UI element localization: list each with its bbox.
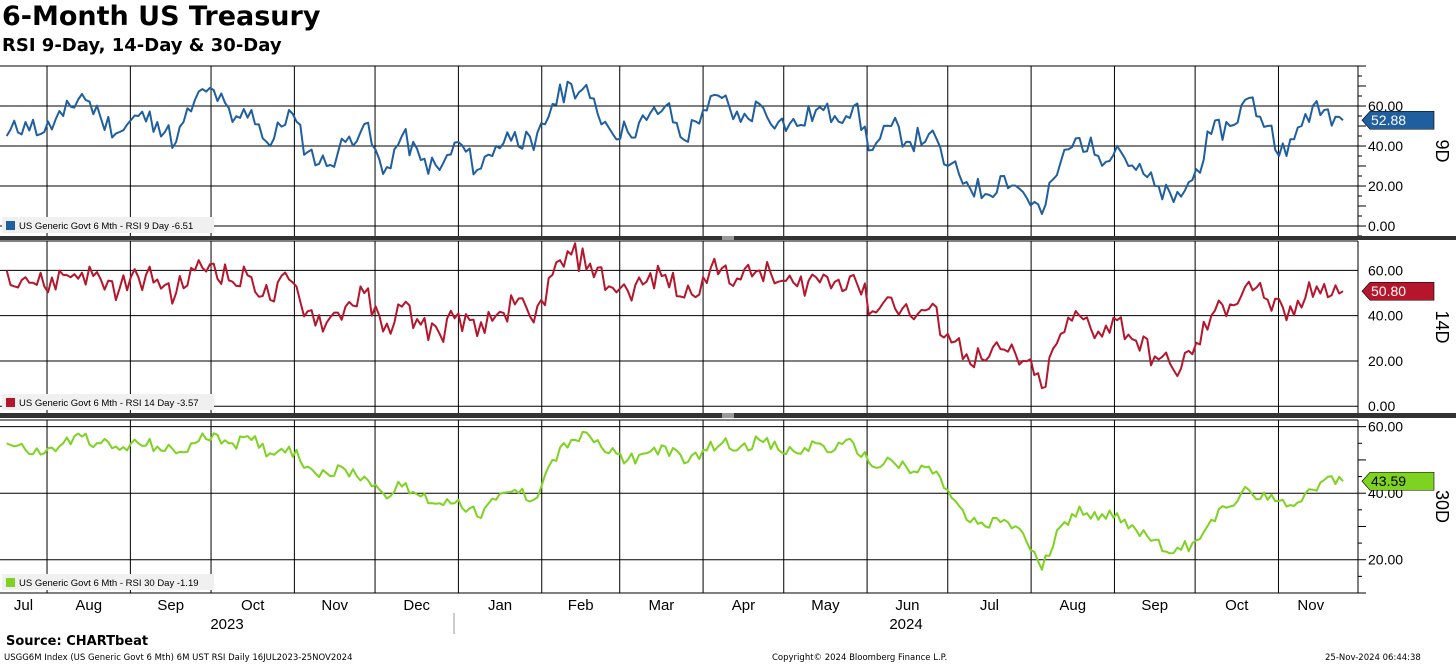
series-line-14D [5,242,1344,390]
legend-swatch [6,578,15,587]
x-month-label: Aug [1059,597,1086,614]
x-month-label: Aug [75,597,102,614]
legend-background [2,217,214,233]
y-tick-label: 0.00 [1368,398,1395,414]
x-year-label: 2023 [210,616,243,633]
y-tick-label: 20.00 [1368,178,1403,194]
legend-background [2,394,214,410]
last-value-tag [1361,471,1435,491]
legend-swatch [6,398,15,407]
series-line-30D [6,430,1344,571]
x-month-label: Jul [14,597,33,614]
x-month-label: Jun [895,597,919,614]
x-month-label: Apr [732,597,755,614]
panel-axis-label: 14D [1432,310,1452,343]
chart-title: 6-Month US Treasury [2,1,321,32]
x-month-label: Sep [1141,597,1168,614]
y-tick-label: 0.00 [1368,218,1395,234]
x-year-label: 2024 [889,616,922,633]
series-line-9D [5,80,1344,215]
footer-timestamp: 25-Nov-2024 06:44:38 [1325,653,1421,663]
y-tick-label: 60.00 [1368,98,1403,114]
last-value-label: 50.80 [1371,283,1406,299]
x-month-label: Jul [980,597,999,614]
y-tick-label: 60.00 [1368,419,1403,435]
x-month-label: Mar [648,597,674,614]
last-value-label: 43.59 [1371,473,1406,489]
x-month-label: May [811,597,840,614]
y-tick-label: 20.00 [1368,353,1403,369]
last-value-tag [1361,110,1435,130]
x-month-label: Sep [157,597,184,614]
y-tick-label: 40.00 [1368,308,1403,324]
panel-axis-label: 30D [1432,490,1452,523]
separator-handle [722,413,734,418]
x-month-label: Jan [488,597,512,614]
last-value-tag [1361,281,1435,301]
legend-label: US Generic Govt 6 Mth - RSI 9 Day -6.51 [19,221,193,232]
separator-handle [722,236,734,240]
footer-copyright: Copyright© 2024 Bloomberg Finance L.P. [772,653,948,663]
x-month-label: Nov [1297,597,1324,614]
y-tick-label: 40.00 [1368,138,1403,154]
panel-axis-label: 9D [1432,139,1452,162]
legend-swatch [6,221,15,230]
legend-label: US Generic Govt 6 Mth - RSI 30 Day -1.19 [19,578,199,589]
x-month-label: Feb [568,597,594,614]
x-month-label: Oct [241,597,265,614]
y-tick-label: 20.00 [1368,552,1403,568]
x-month-label: Oct [1225,597,1249,614]
x-month-label: Dec [403,597,430,614]
footer-index-info: USGG6M Index (US Generic Govt 6 Mth) 6M … [4,653,353,663]
source-note: Source: CHARTbeat [6,634,149,649]
x-month-label: Nov [321,597,348,614]
legend-background [2,574,214,590]
y-tick-label: 60.00 [1368,262,1403,278]
chart-subtitle: RSI 9-Day, 14-Day & 30-Day [2,35,282,56]
last-value-label: 52.88 [1371,112,1406,128]
legend-label: US Generic Govt 6 Mth - RSI 14 Day -3.57 [19,398,199,409]
